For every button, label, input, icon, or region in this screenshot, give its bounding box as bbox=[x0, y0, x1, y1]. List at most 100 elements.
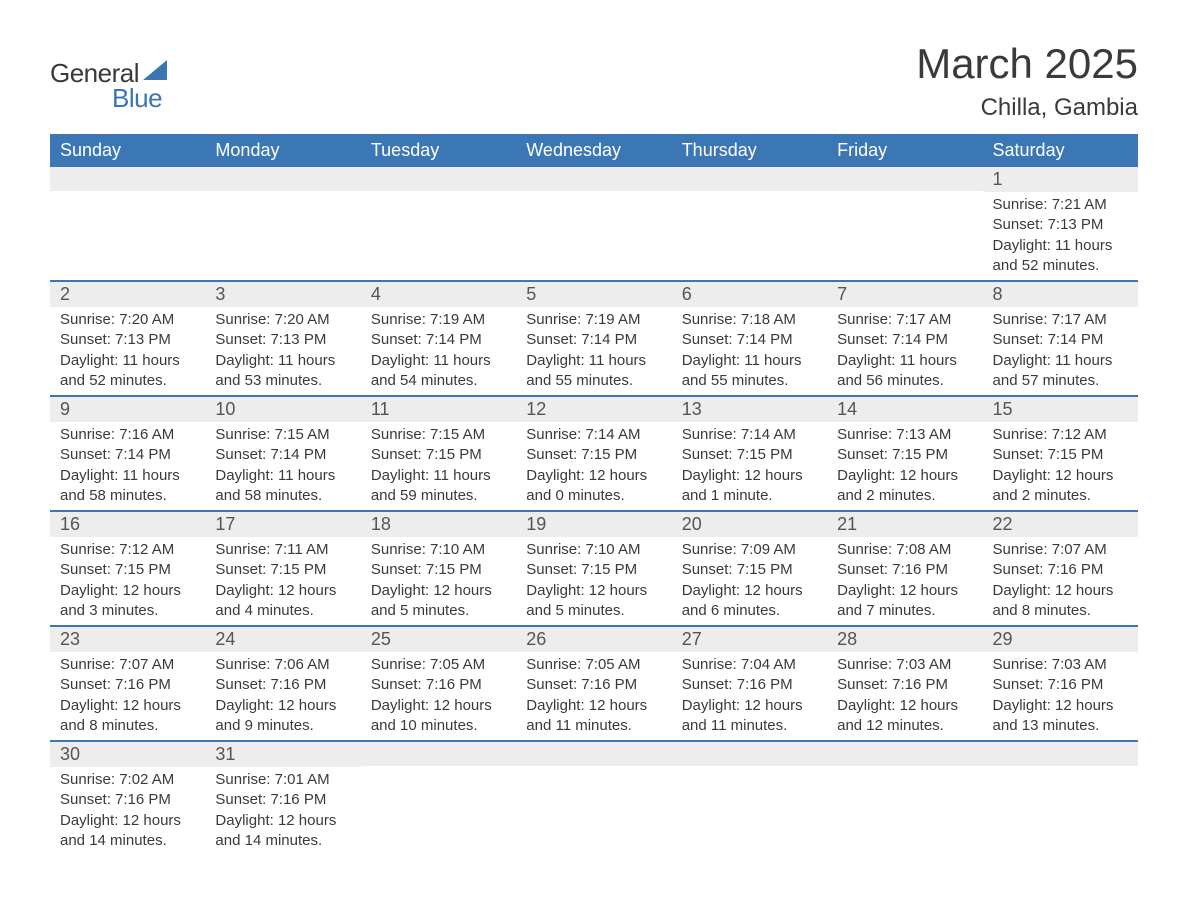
calendar-cell bbox=[672, 741, 827, 855]
calendar-cell: 14Sunrise: 7:13 AMSunset: 7:15 PMDayligh… bbox=[827, 396, 982, 511]
day-number: 20 bbox=[672, 512, 827, 537]
calendar-cell: 29Sunrise: 7:03 AMSunset: 7:16 PMDayligh… bbox=[983, 626, 1138, 741]
day-body: Sunrise: 7:09 AMSunset: 7:15 PMDaylight:… bbox=[672, 537, 827, 625]
sunrise-line: Sunrise: 7:01 AM bbox=[215, 770, 350, 790]
sunset-line: Sunset: 7:15 PM bbox=[371, 445, 506, 465]
day-number: 27 bbox=[672, 627, 827, 652]
day-body: Sunrise: 7:12 AMSunset: 7:15 PMDaylight:… bbox=[50, 537, 205, 625]
sunrise-line: Sunrise: 7:12 AM bbox=[60, 540, 195, 560]
calendar-cell: 12Sunrise: 7:14 AMSunset: 7:15 PMDayligh… bbox=[516, 396, 671, 511]
daylight-line: Daylight: 12 hours and 1 minute. bbox=[682, 466, 817, 507]
calendar-cell: 1Sunrise: 7:21 AMSunset: 7:13 PMDaylight… bbox=[983, 167, 1138, 281]
day-number: 16 bbox=[50, 512, 205, 537]
day-body bbox=[516, 191, 671, 198]
sunset-line: Sunset: 7:16 PM bbox=[371, 675, 506, 695]
logo: General Blue bbox=[50, 40, 171, 114]
sunrise-line: Sunrise: 7:06 AM bbox=[215, 655, 350, 675]
sunrise-line: Sunrise: 7:03 AM bbox=[837, 655, 972, 675]
day-body bbox=[361, 191, 516, 198]
sunset-line: Sunset: 7:16 PM bbox=[993, 675, 1128, 695]
daylight-line: Daylight: 12 hours and 5 minutes. bbox=[371, 581, 506, 622]
sunset-line: Sunset: 7:14 PM bbox=[215, 445, 350, 465]
sunset-line: Sunset: 7:14 PM bbox=[993, 330, 1128, 350]
day-number: 15 bbox=[983, 397, 1138, 422]
day-number bbox=[983, 742, 1138, 766]
day-number: 7 bbox=[827, 282, 982, 307]
day-body: Sunrise: 7:19 AMSunset: 7:14 PMDaylight:… bbox=[516, 307, 671, 395]
day-header: Wednesday bbox=[516, 134, 671, 167]
calendar-week-row: 1Sunrise: 7:21 AMSunset: 7:13 PMDaylight… bbox=[50, 167, 1138, 281]
calendar-week-row: 23Sunrise: 7:07 AMSunset: 7:16 PMDayligh… bbox=[50, 626, 1138, 741]
day-body bbox=[516, 766, 671, 773]
day-number: 21 bbox=[827, 512, 982, 537]
sunrise-line: Sunrise: 7:15 AM bbox=[215, 425, 350, 445]
sunrise-line: Sunrise: 7:19 AM bbox=[526, 310, 661, 330]
sunset-line: Sunset: 7:14 PM bbox=[837, 330, 972, 350]
sunrise-line: Sunrise: 7:10 AM bbox=[371, 540, 506, 560]
calendar-cell bbox=[516, 741, 671, 855]
sunrise-line: Sunrise: 7:05 AM bbox=[371, 655, 506, 675]
calendar-cell: 13Sunrise: 7:14 AMSunset: 7:15 PMDayligh… bbox=[672, 396, 827, 511]
daylight-line: Daylight: 11 hours and 58 minutes. bbox=[215, 466, 350, 507]
title-block: March 2025 Chilla, Gambia bbox=[916, 40, 1138, 122]
calendar-cell: 19Sunrise: 7:10 AMSunset: 7:15 PMDayligh… bbox=[516, 511, 671, 626]
month-title: March 2025 bbox=[916, 40, 1138, 88]
day-body bbox=[827, 766, 982, 773]
sunrise-line: Sunrise: 7:16 AM bbox=[60, 425, 195, 445]
day-header-row: Sunday Monday Tuesday Wednesday Thursday… bbox=[50, 134, 1138, 167]
calendar-cell bbox=[672, 167, 827, 281]
day-body: Sunrise: 7:03 AMSunset: 7:16 PMDaylight:… bbox=[827, 652, 982, 740]
sunset-line: Sunset: 7:15 PM bbox=[526, 445, 661, 465]
day-header: Monday bbox=[205, 134, 360, 167]
daylight-line: Daylight: 12 hours and 3 minutes. bbox=[60, 581, 195, 622]
day-number: 8 bbox=[983, 282, 1138, 307]
calendar-cell: 22Sunrise: 7:07 AMSunset: 7:16 PMDayligh… bbox=[983, 511, 1138, 626]
sunset-line: Sunset: 7:16 PM bbox=[682, 675, 817, 695]
calendar-week-row: 30Sunrise: 7:02 AMSunset: 7:16 PMDayligh… bbox=[50, 741, 1138, 855]
day-number bbox=[827, 167, 982, 191]
daylight-line: Daylight: 11 hours and 56 minutes. bbox=[837, 351, 972, 392]
day-body: Sunrise: 7:03 AMSunset: 7:16 PMDaylight:… bbox=[983, 652, 1138, 740]
sunrise-line: Sunrise: 7:14 AM bbox=[682, 425, 817, 445]
day-number: 26 bbox=[516, 627, 671, 652]
calendar-cell: 26Sunrise: 7:05 AMSunset: 7:16 PMDayligh… bbox=[516, 626, 671, 741]
calendar-cell: 18Sunrise: 7:10 AMSunset: 7:15 PMDayligh… bbox=[361, 511, 516, 626]
sunset-line: Sunset: 7:15 PM bbox=[60, 560, 195, 580]
sunset-line: Sunset: 7:13 PM bbox=[993, 215, 1128, 235]
daylight-line: Daylight: 11 hours and 59 minutes. bbox=[371, 466, 506, 507]
day-number: 10 bbox=[205, 397, 360, 422]
calendar-cell bbox=[983, 741, 1138, 855]
day-number bbox=[516, 742, 671, 766]
sunset-line: Sunset: 7:15 PM bbox=[682, 560, 817, 580]
daylight-line: Daylight: 11 hours and 52 minutes. bbox=[60, 351, 195, 392]
daylight-line: Daylight: 12 hours and 8 minutes. bbox=[993, 581, 1128, 622]
daylight-line: Daylight: 12 hours and 14 minutes. bbox=[60, 811, 195, 852]
sunset-line: Sunset: 7:15 PM bbox=[837, 445, 972, 465]
sunrise-line: Sunrise: 7:17 AM bbox=[837, 310, 972, 330]
day-header: Thursday bbox=[672, 134, 827, 167]
sunrise-line: Sunrise: 7:05 AM bbox=[526, 655, 661, 675]
day-header: Sunday bbox=[50, 134, 205, 167]
daylight-line: Daylight: 11 hours and 52 minutes. bbox=[993, 236, 1128, 277]
calendar-cell: 10 Sunrise: 7:15 AMSunset: 7:14 PMDayligh… bbox=[205, 396, 360, 511]
day-body: Sunrise: 7:14 AMSunset: 7:15 PMDaylight:… bbox=[672, 422, 827, 510]
day-body: Sunrise: 7:15 AMSunset: 7:15 PMDaylight:… bbox=[361, 422, 516, 510]
day-body: Sunrise: 7:10 AMSunset: 7:15 PMDaylight:… bbox=[361, 537, 516, 625]
sunset-line: Sunset: 7:15 PM bbox=[682, 445, 817, 465]
day-number: 3 bbox=[205, 282, 360, 307]
sunset-line: Sunset: 7:14 PM bbox=[526, 330, 661, 350]
calendar-cell: 21Sunrise: 7:08 AMSunset: 7:16 PMDayligh… bbox=[827, 511, 982, 626]
day-number bbox=[827, 742, 982, 766]
daylight-line: Daylight: 12 hours and 0 minutes. bbox=[526, 466, 661, 507]
calendar-cell: 9Sunrise: 7:16 AMSunset: 7:14 PMDaylight… bbox=[50, 396, 205, 511]
day-number: 18 bbox=[361, 512, 516, 537]
calendar-cell: 30Sunrise: 7:02 AMSunset: 7:16 PMDayligh… bbox=[50, 741, 205, 855]
calendar-cell: 16Sunrise: 7:12 AMSunset: 7:15 PMDayligh… bbox=[50, 511, 205, 626]
day-number: 28 bbox=[827, 627, 982, 652]
day-body: Sunrise: 7:12 AMSunset: 7:15 PMDaylight:… bbox=[983, 422, 1138, 510]
day-body: Sunrise: 7:14 AMSunset: 7:15 PMDaylight:… bbox=[516, 422, 671, 510]
calendar-cell bbox=[516, 167, 671, 281]
day-number: 4 bbox=[361, 282, 516, 307]
daylight-line: Daylight: 12 hours and 2 minutes. bbox=[993, 466, 1128, 507]
sunset-line: Sunset: 7:14 PM bbox=[60, 445, 195, 465]
